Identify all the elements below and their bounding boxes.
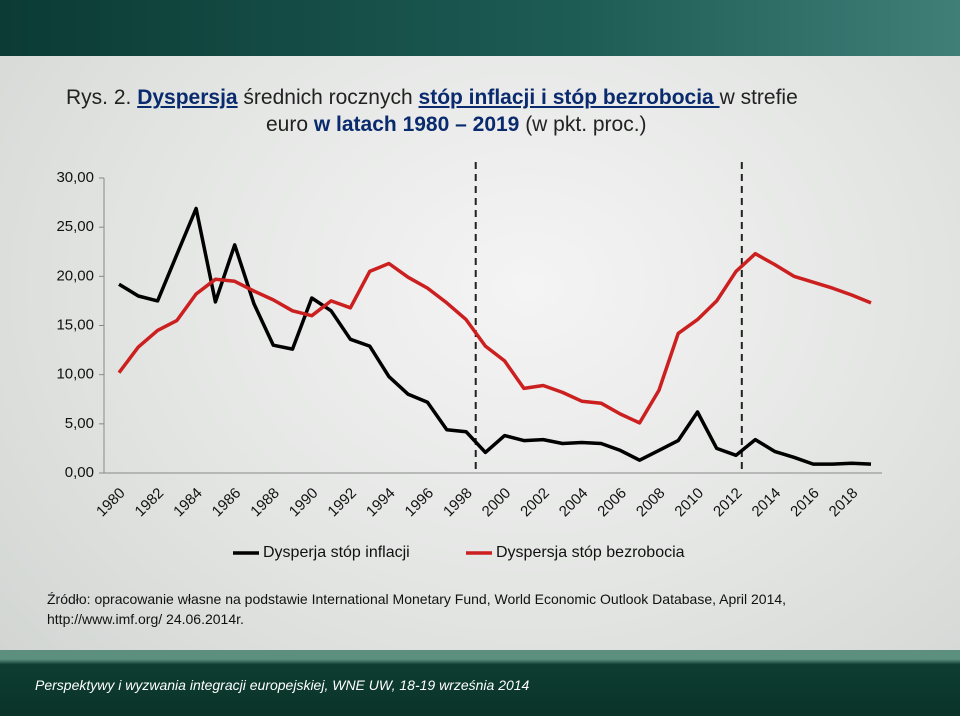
title-part: (w pkt. proc.) [519, 113, 647, 136]
source-line: http://www.imf.org/ 24.06.2014r. [47, 611, 244, 627]
x-tick-label: 2010 [671, 485, 707, 521]
bottom-bar [0, 650, 960, 716]
x-tick-label: 2000 [479, 485, 515, 521]
x-tick-label: 2006 [594, 485, 630, 521]
series-line [118, 206, 872, 466]
y-tick-label: 5,00 [65, 415, 94, 432]
x-tick-label: 1996 [402, 485, 438, 521]
x-tick-label: 1980 [93, 485, 129, 521]
x-tick-label: 2016 [787, 485, 823, 521]
title-part: euro [266, 113, 314, 136]
source-line: Źródło: opracowanie własne na podstawie … [47, 591, 787, 607]
source-note: Źródło: opracowanie własne na podstawie … [47, 589, 786, 629]
top-bar [0, 0, 960, 56]
y-tick-label: 15,00 [56, 316, 94, 333]
title-part: Dyspersja [137, 86, 238, 109]
x-tick-label: 1982 [132, 485, 168, 521]
x-tick-label: 1992 [324, 485, 360, 521]
legend-label: Dyspersja stóp bezrobocia [496, 544, 685, 561]
x-tick-label: 1990 [286, 485, 322, 521]
x-tick-label: 1986 [209, 485, 245, 521]
footer: Perspektywy i wyzwania integracji europe… [35, 677, 530, 693]
x-tick-label: 2014 [749, 485, 785, 521]
title-part: w latach 1980 – 2019 [313, 113, 520, 136]
x-tick-label: 2004 [556, 485, 592, 521]
title-line: euro w latach 1980 – 2019 (w pkt. proc.) [66, 111, 926, 138]
title-part: w strefie [719, 86, 798, 109]
chart-title: Rys. 2. Dyspersja średnich rocznych stóp… [66, 84, 926, 138]
legend-label: Dysperja stóp inflacji [263, 544, 410, 561]
x-tick-label: 1994 [363, 485, 399, 521]
y-tick-label: 25,00 [56, 218, 94, 235]
x-tick-label: 1984 [170, 485, 206, 521]
y-tick-label: 0,00 [65, 464, 94, 481]
y-tick-label: 10,00 [56, 366, 94, 383]
series-line [117, 251, 872, 425]
x-tick-label: 2008 [633, 485, 669, 521]
title-part: stóp inflacji i stóp bezrobocia [418, 86, 720, 109]
x-tick-label: 1998 [440, 485, 476, 521]
title-part: Rys. 2. [66, 86, 138, 109]
x-tick-label: 1988 [247, 485, 283, 521]
y-tick-label: 20,00 [56, 267, 94, 284]
x-tick-label: 2012 [710, 485, 746, 521]
x-tick-label: 2002 [517, 485, 553, 521]
x-tick-label: 2018 [826, 485, 862, 521]
title-part: średnich rocznych [237, 86, 419, 109]
y-tick-label: 30,00 [56, 169, 94, 186]
